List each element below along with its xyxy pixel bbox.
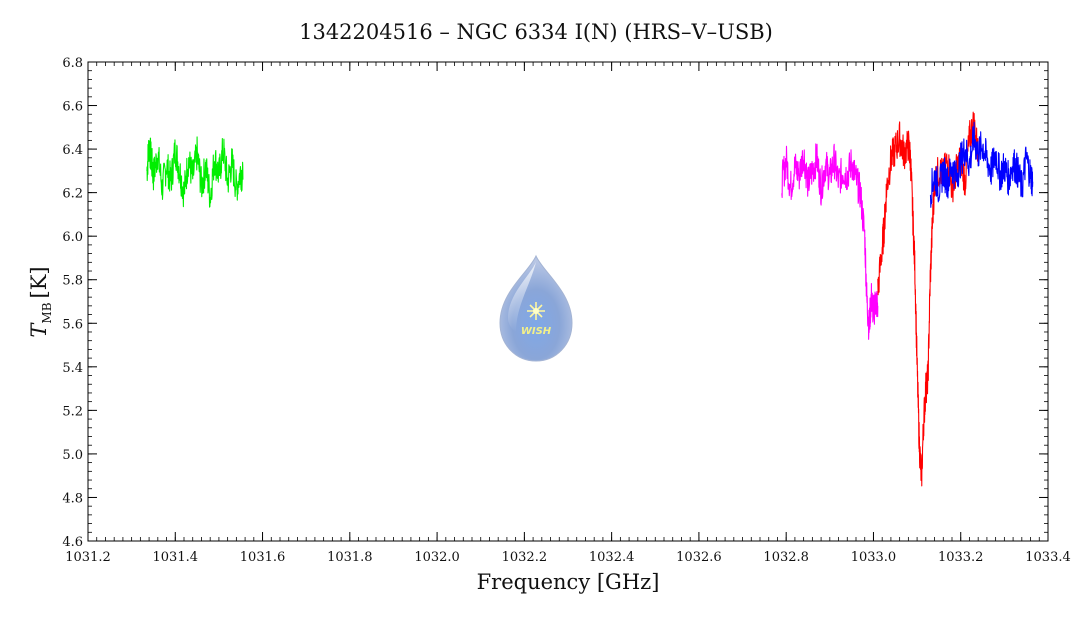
series-line-2 [877, 111, 979, 487]
y-axis-label-sub: MB [40, 302, 54, 323]
series-line-0 [146, 136, 244, 208]
x-tick-label: 1031.8 [327, 550, 373, 565]
x-tick-label: 1031.6 [240, 550, 286, 565]
tick-marks [87, 61, 1049, 542]
y-tick-label: 5.6 [62, 317, 83, 332]
y-tick-label: 5.8 [62, 274, 83, 289]
y-axis-label-main: T [27, 322, 51, 338]
x-tick-labels: 1031.2 1031.4 1031.6 1031.8 1032.0 1032.2 1032… [65, 550, 1071, 565]
series-group [146, 111, 1034, 487]
x-tick-label: 1032.2 [502, 550, 548, 565]
logo-text: WISH [521, 326, 552, 337]
x-axis-label: Frequency [GHz] [477, 570, 660, 594]
y-tick-label: 5.4 [62, 361, 83, 376]
y-tick-label: 4.6 [62, 535, 83, 550]
y-axis-label: TMB [K] [27, 266, 54, 337]
series-line-3 [929, 121, 1034, 208]
y-tick-labels: 4.6 4.8 5.0 5.2 5.4 5.6 5.8 6.0 6.2 6.4 6.6 6.8 [62, 56, 83, 550]
x-tick-label: 1032.8 [763, 550, 809, 565]
y-tick-label: 6.4 [62, 143, 83, 158]
x-tick-label: 1031.4 [153, 550, 199, 565]
y-tick-label: 4.8 [62, 491, 83, 506]
y-tick-label: 6.0 [62, 230, 83, 245]
x-tick-label: 1032.6 [676, 550, 722, 565]
x-tick-label: 1031.2 [65, 550, 111, 565]
x-tick-label: 1033.0 [851, 550, 897, 565]
chart-title: 1342204516 – NGC 6334 I(N) (HRS–V–USB) [299, 20, 773, 44]
wish-logo: WISH [499, 254, 573, 362]
y-axis-label-unit: [K] [27, 266, 51, 298]
x-tick-label: 1032.0 [414, 550, 460, 565]
y-tick-label: 6.6 [62, 100, 83, 115]
y-tick-label: 5.2 [62, 404, 83, 419]
y-tick-label: 6.8 [62, 56, 83, 71]
plot-frame [87, 61, 1049, 542]
x-tick-label: 1032.4 [589, 550, 635, 565]
series-line-1 [781, 143, 879, 340]
x-tick-label: 1033.4 [1025, 550, 1071, 565]
y-tick-label: 5.0 [62, 448, 83, 463]
y-tick-label: 6.2 [62, 187, 83, 202]
x-tick-label: 1033.2 [938, 550, 984, 565]
